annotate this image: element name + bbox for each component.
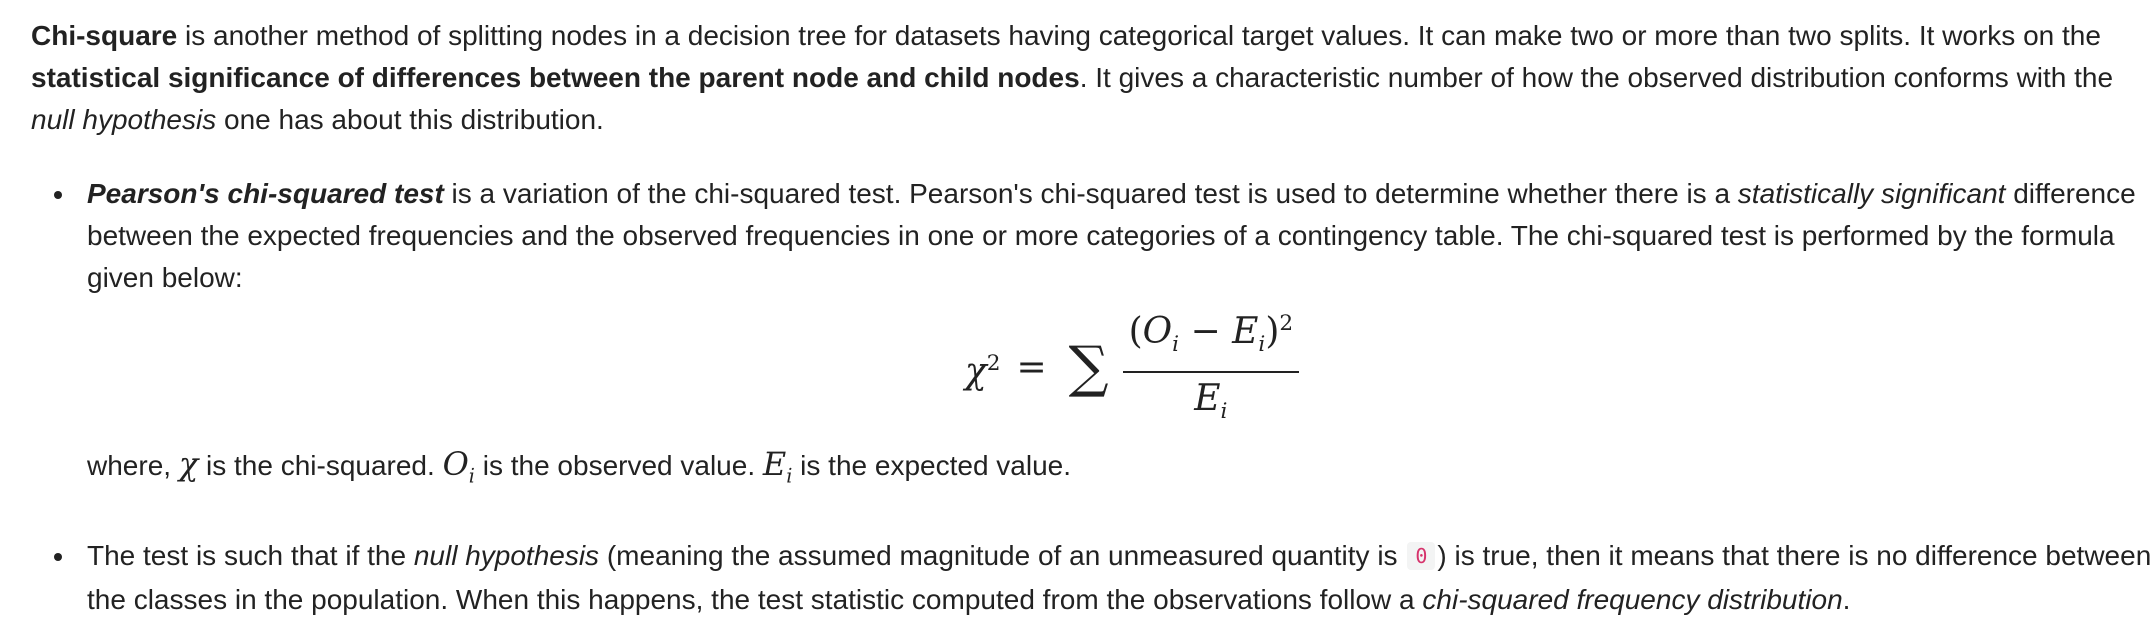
- null-hypothesis-italic: null hypothesis: [413, 540, 600, 571]
- where-chi: χ: [178, 445, 199, 483]
- where-o: Oi: [442, 445, 475, 488]
- bullet-dot: [54, 191, 62, 199]
- intro-text-1: is another method of splitting nodes in …: [177, 20, 2101, 51]
- chi-square-formula: χ2 = ∑ (Oi − Ei)2 Ei: [87, 311, 2156, 424]
- bullet-item-null-hypothesis: The test is such that if the null hypoth…: [54, 535, 2156, 621]
- formula-numerator: (Oi − Ei)2: [1122, 302, 1300, 373]
- bullet-list: Pearson's chi-squared test is a variatio…: [31, 173, 2156, 621]
- where-e: Ei: [762, 445, 793, 488]
- pearson-italic-phrase: statistically significant: [1737, 178, 2006, 209]
- intro-paragraph: Chi-square is another method of splittin…: [31, 15, 2141, 141]
- formula-denominator: Ei: [1194, 378, 1228, 425]
- pearson-paragraph: Pearson's chi-squared test is a variatio…: [87, 173, 2156, 299]
- pearson-text-2: difference between the expected frequenc…: [87, 178, 2136, 293]
- intro-bold-phrase: statistical significance of differences …: [31, 62, 1080, 93]
- intro-italic-phrase: null hypothesis: [31, 104, 217, 135]
- intro-text-3: one has about this distribution.: [216, 104, 604, 135]
- formula-math: χ2 = ∑ (Oi − Ei)2 Ei: [964, 302, 1300, 434]
- formula-explanation: where, χ is the chi-squared. Oi is the o…: [87, 445, 1072, 488]
- bullet-dot: [54, 553, 62, 561]
- pearson-term: Pearson's chi-squared test: [87, 178, 444, 209]
- chi-distribution-italic: chi-squared frequency distribution: [1422, 584, 1843, 615]
- pearson-text-1: is a variation of the chi-squared test. …: [443, 178, 1738, 209]
- formula-fraction: (Oi − Ei)2 Ei: [1122, 302, 1300, 434]
- bullet-item-pearson: Pearson's chi-squared test is a variatio…: [54, 173, 2156, 535]
- inline-code-zero: 0: [1407, 542, 1436, 570]
- intro-text-2: . It gives a characteristic number of ho…: [1079, 62, 2114, 93]
- formula-sum-symbol: ∑: [1068, 335, 1109, 400]
- null-hypothesis-paragraph: The test is such that if the null hypoth…: [87, 540, 2152, 615]
- formula-equals: =: [1016, 347, 1047, 388]
- intro-term: Chi-square: [31, 20, 178, 51]
- formula-chi-symbol: χ2: [964, 351, 1001, 392]
